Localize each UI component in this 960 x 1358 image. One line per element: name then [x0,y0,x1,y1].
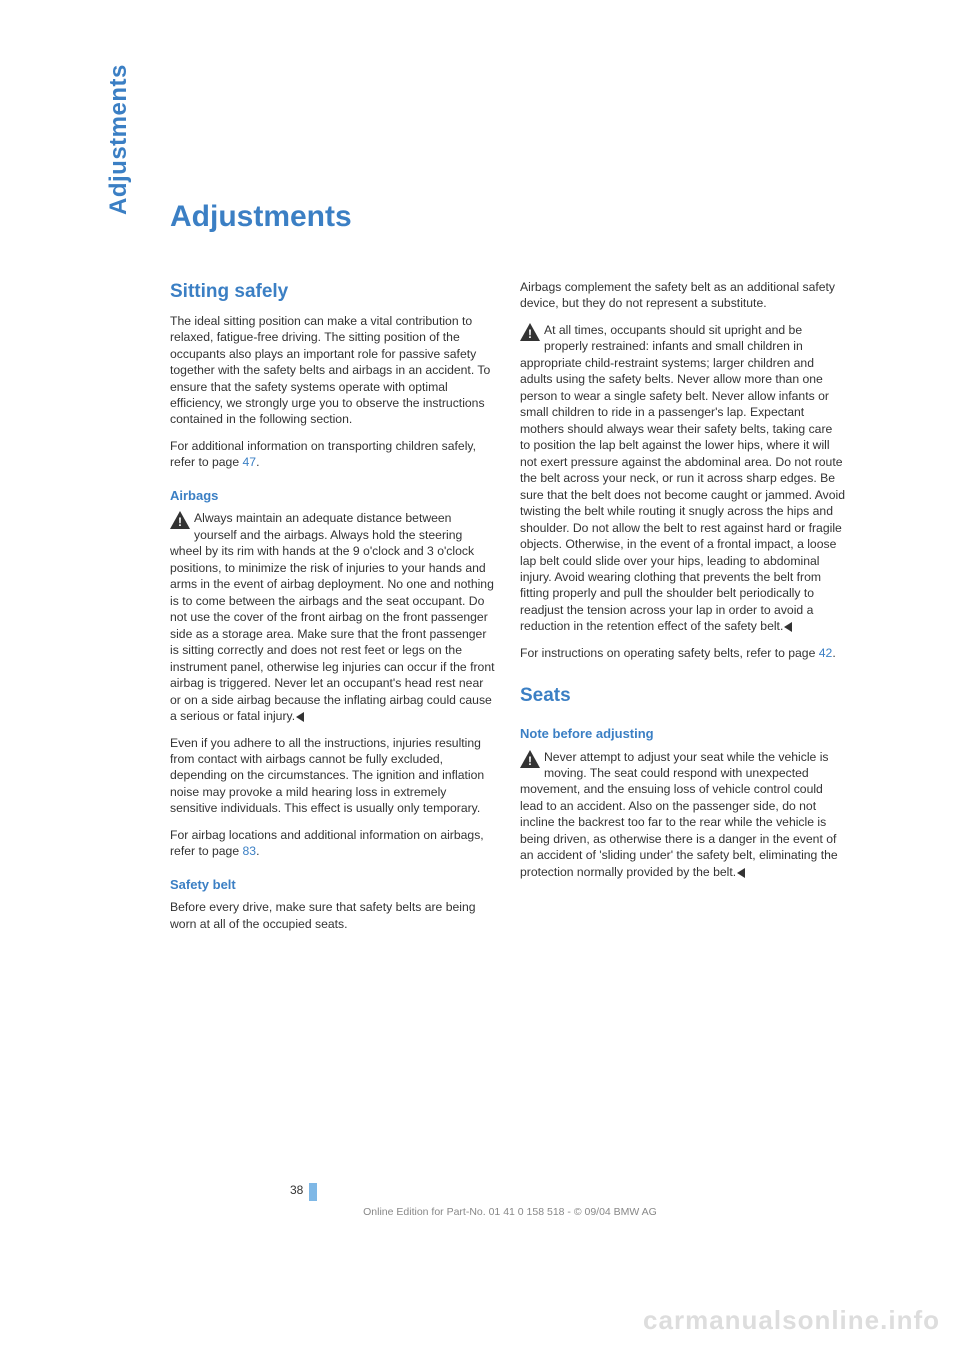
side-tab-label: Adjustments [105,64,133,215]
warning-paragraph: ! Never attempt to adjust your seat whil… [520,749,845,881]
body-text: For instructions on operating safety bel… [520,645,845,661]
body-text-fragment: . [256,455,259,469]
end-mark-icon [784,622,792,632]
subsection-note-before-adjusting: Note before adjusting [520,725,845,743]
end-mark-icon [296,712,304,722]
warning-icon: ! [520,750,540,768]
warning-icon: ! [520,323,540,341]
body-text-fragment: Never attempt to adjust your seat while … [520,750,838,879]
body-text: Airbags complement the safety belt as an… [520,279,845,312]
svg-text:!: ! [528,754,532,768]
two-column-layout: Sitting safely The ideal sitting positio… [170,279,850,942]
svg-text:!: ! [528,327,532,341]
warning-icon: ! [170,511,190,529]
body-text-fragment: . [256,844,259,858]
body-text-fragment: For instructions on operating safety bel… [520,646,819,660]
warning-paragraph: ! At all times, occupants should sit upr… [520,322,845,635]
body-text-fragment: At all times, occupants should sit uprig… [520,323,845,633]
section-sitting-safely: Sitting safely [170,279,495,305]
watermark: carmanualsonline.info [643,1305,940,1336]
svg-text:!: ! [178,515,182,529]
subsection-safety-belt: Safety belt [170,876,495,894]
footer-text: Online Edition for Part-No. 01 41 0 158 … [170,1206,850,1218]
body-text: The ideal sitting position can make a vi… [170,313,495,428]
body-text: Before every drive, make sure that safet… [170,899,495,932]
warning-paragraph: ! Always maintain an adequate distance b… [170,510,495,724]
page-link[interactable]: 42 [819,646,833,660]
subsection-airbags: Airbags [170,487,495,505]
page-link[interactable]: 83 [243,844,257,858]
page-link[interactable]: 47 [243,455,257,469]
body-text: For additional information on transporti… [170,438,495,471]
end-mark-icon [737,868,745,878]
page-content: Adjustments Sitting safely The ideal sit… [110,200,850,942]
body-text-fragment: For airbag locations and additional info… [170,828,484,858]
column-left: Sitting safely The ideal sitting positio… [170,279,495,942]
body-text: Even if you adhere to all the instructio… [170,735,495,817]
chapter-title: Adjustments [170,200,850,234]
column-right: Airbags complement the safety belt as an… [520,279,845,942]
page-number-bar [309,1183,317,1201]
body-text-fragment: . [832,646,835,660]
body-text: For airbag locations and additional info… [170,827,495,860]
body-text-fragment: Always maintain an adequate distance bet… [170,511,495,723]
page-number-text: 38 [290,1183,303,1197]
page-number: 38 [290,1183,317,1201]
body-text-fragment: For additional information on transporti… [170,439,476,469]
section-seats: Seats [520,683,845,709]
